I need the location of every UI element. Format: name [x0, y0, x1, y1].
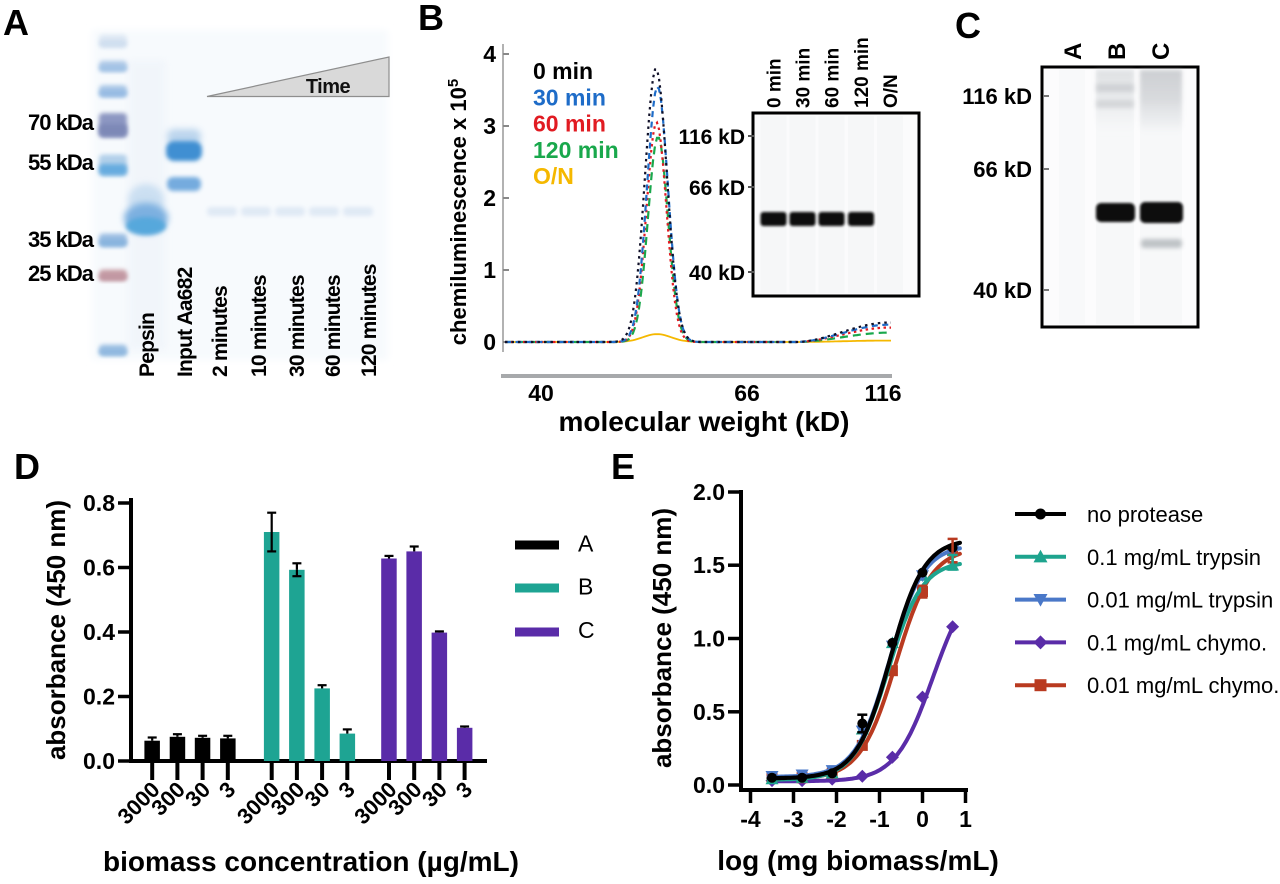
- svg-text:1.0: 1.0: [693, 626, 725, 652]
- svg-text:40: 40: [528, 380, 554, 406]
- svg-text:30 min: 30 min: [533, 84, 606, 110]
- svg-text:chemiluminescence x 105: chemiluminescence x 105: [445, 79, 471, 345]
- svg-text:C: C: [955, 5, 981, 46]
- svg-text:A: A: [1060, 43, 1087, 60]
- svg-text:0.0: 0.0: [83, 748, 115, 774]
- svg-text:0.01 mg/mL trypsin: 0.01 mg/mL trypsin: [1087, 588, 1273, 613]
- svg-text:molecular weight (kD): molecular weight (kD): [559, 406, 850, 437]
- svg-text:E: E: [611, 446, 635, 487]
- svg-text:1: 1: [483, 257, 496, 283]
- svg-text:40 kD: 40 kD: [689, 262, 745, 285]
- svg-text:120 min: 120 min: [852, 37, 873, 108]
- svg-text:66 kD: 66 kD: [689, 177, 745, 200]
- svg-text:Input Aa682: Input Aa682: [174, 267, 197, 377]
- svg-text:absorbance (450 nm): absorbance (450 nm): [41, 500, 71, 760]
- svg-text:120 minutes: 120 minutes: [358, 264, 381, 377]
- svg-text:60 min: 60 min: [533, 111, 606, 137]
- svg-text:0.4: 0.4: [83, 619, 115, 645]
- svg-text:A: A: [578, 531, 594, 557]
- svg-text:log (mg biomass/mL): log (mg biomass/mL): [717, 845, 999, 876]
- svg-text:A: A: [3, 2, 29, 43]
- svg-text:Pepsin: Pepsin: [136, 313, 159, 377]
- svg-text:0.6: 0.6: [83, 555, 115, 581]
- svg-text:0.5: 0.5: [693, 699, 725, 725]
- svg-text:3: 3: [483, 113, 496, 139]
- svg-text:-2: -2: [826, 806, 846, 832]
- svg-text:B: B: [578, 574, 593, 600]
- svg-text:66 kD: 66 kD: [973, 157, 1032, 182]
- svg-text:Time: Time: [306, 76, 351, 98]
- svg-text:2 minutes: 2 minutes: [209, 286, 232, 377]
- svg-text:60 min: 60 min: [823, 48, 844, 108]
- svg-text:-3: -3: [783, 806, 803, 832]
- svg-text:30 minutes: 30 minutes: [286, 275, 309, 377]
- svg-text:0 min: 0 min: [533, 58, 593, 84]
- svg-text:C: C: [578, 617, 595, 643]
- svg-text:biomass concentration (µg/mL): biomass concentration (µg/mL): [103, 846, 519, 877]
- svg-text:-1: -1: [869, 806, 890, 832]
- svg-text:O/N: O/N: [881, 74, 902, 108]
- svg-text:70 kDa: 70 kDa: [28, 110, 95, 135]
- svg-text:116 kD: 116 kD: [962, 84, 1032, 109]
- svg-text:116 kD: 116 kD: [678, 126, 745, 149]
- svg-text:absorbance (450 nm): absorbance (450 nm): [647, 508, 677, 768]
- svg-text:1.5: 1.5: [693, 552, 725, 578]
- svg-text:60 minutes: 60 minutes: [322, 275, 345, 377]
- svg-text:B: B: [418, 0, 444, 38]
- svg-text:2.0: 2.0: [693, 479, 725, 505]
- svg-text:D: D: [14, 446, 40, 487]
- svg-text:C: C: [1148, 43, 1175, 60]
- svg-text:2: 2: [483, 185, 496, 211]
- svg-text:no protease: no protease: [1087, 502, 1203, 527]
- svg-text:40 kD: 40 kD: [973, 278, 1032, 303]
- svg-text:116: 116: [864, 380, 901, 406]
- svg-text:-4: -4: [740, 806, 761, 832]
- svg-text:10 minutes: 10 minutes: [248, 275, 271, 377]
- svg-text:0: 0: [916, 806, 929, 832]
- svg-text:120 min: 120 min: [533, 137, 619, 163]
- svg-text:55 kDa: 55 kDa: [28, 150, 95, 175]
- svg-text:0 min: 0 min: [765, 58, 786, 108]
- svg-text:25 kDa: 25 kDa: [28, 261, 95, 286]
- svg-text:66: 66: [734, 380, 760, 406]
- svg-text:0.1 mg/mL chymo.: 0.1 mg/mL chymo.: [1087, 630, 1267, 655]
- svg-text:1: 1: [959, 806, 972, 832]
- svg-text:0.1 mg/mL trypsin: 0.1 mg/mL trypsin: [1087, 545, 1261, 570]
- svg-text:B: B: [1104, 43, 1131, 60]
- svg-text:35 kDa: 35 kDa: [28, 227, 95, 252]
- svg-text:0: 0: [483, 329, 496, 355]
- svg-text:4: 4: [483, 41, 496, 67]
- svg-text:0.0: 0.0: [693, 772, 725, 798]
- svg-text:0.01 mg/mL chymo.: 0.01 mg/mL chymo.: [1087, 673, 1279, 698]
- svg-text:0.2: 0.2: [83, 684, 115, 710]
- svg-text:0.8: 0.8: [83, 490, 115, 516]
- svg-text:O/N: O/N: [533, 163, 574, 189]
- svg-text:30 min: 30 min: [794, 48, 815, 108]
